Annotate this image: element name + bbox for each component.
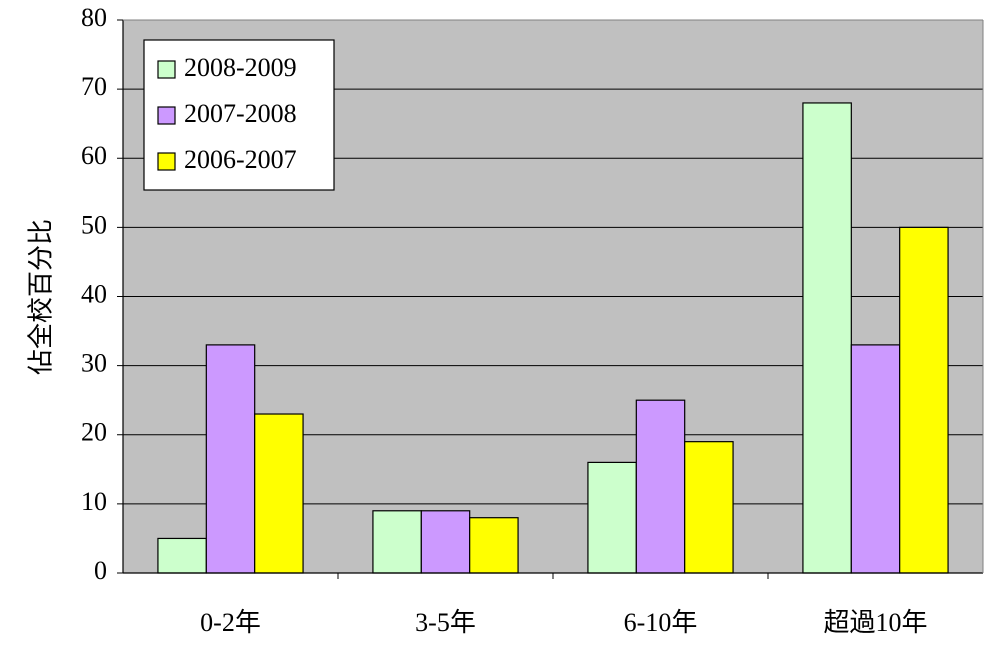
x-tick-label: 超過10年 bbox=[823, 608, 927, 637]
y-tick-label: 30 bbox=[81, 349, 107, 378]
legend-label: 2007-2008 bbox=[184, 99, 297, 128]
bars bbox=[157, 102, 949, 574]
bar-2007-2008-超過10年 bbox=[850, 344, 901, 574]
legend: 2008-2009 2007-2008 2006-2007 bbox=[143, 39, 335, 191]
y-tick-label: 60 bbox=[81, 141, 107, 170]
x-tick-labels: 0-2年 3-5年 6-10年 超過10年 bbox=[200, 608, 927, 637]
legend-label: 2008-2009 bbox=[184, 53, 297, 82]
x-tick-label: 3-5年 bbox=[415, 608, 476, 637]
bar-2008-2009-6-10年 bbox=[587, 461, 637, 574]
bar-2007-2008-3-5年 bbox=[420, 510, 471, 574]
axes bbox=[117, 19, 984, 579]
y-axis-label: 佔全校百分比 bbox=[27, 219, 57, 375]
legend-box bbox=[143, 39, 335, 191]
bar-2008-2009-超過10年 bbox=[802, 102, 852, 574]
y-tick-label: 20 bbox=[81, 418, 107, 447]
legend-swatch bbox=[157, 152, 176, 171]
bar-2007-2008-0-2年 bbox=[205, 344, 256, 574]
y-tick-label: 80 bbox=[81, 3, 107, 32]
x-tick-label: 0-2年 bbox=[200, 608, 261, 637]
bar-2006-2007-3-5年 bbox=[469, 517, 519, 574]
y-tick-labels: 0 10 20 30 40 50 60 70 80 bbox=[81, 3, 107, 585]
bar-2008-2009-0-2年 bbox=[157, 537, 207, 574]
bar-2006-2007-超過10年 bbox=[899, 226, 949, 574]
y-tick-label: 70 bbox=[81, 72, 107, 101]
bar-2006-2007-6-10年 bbox=[684, 441, 734, 574]
bar-2006-2007-0-2年 bbox=[254, 413, 304, 574]
legend-swatch bbox=[157, 60, 176, 79]
x-tick-label: 6-10年 bbox=[624, 608, 698, 637]
legend-swatch bbox=[157, 106, 176, 125]
legend-label: 2006-2007 bbox=[184, 145, 297, 174]
y-tick-label: 10 bbox=[81, 487, 107, 516]
bar-2007-2008-6-10年 bbox=[635, 399, 686, 574]
y-tick-label: 0 bbox=[94, 556, 107, 585]
y-tick-label: 40 bbox=[81, 279, 107, 308]
y-tick-label: 50 bbox=[81, 210, 107, 239]
bar-2008-2009-3-5年 bbox=[372, 510, 422, 574]
